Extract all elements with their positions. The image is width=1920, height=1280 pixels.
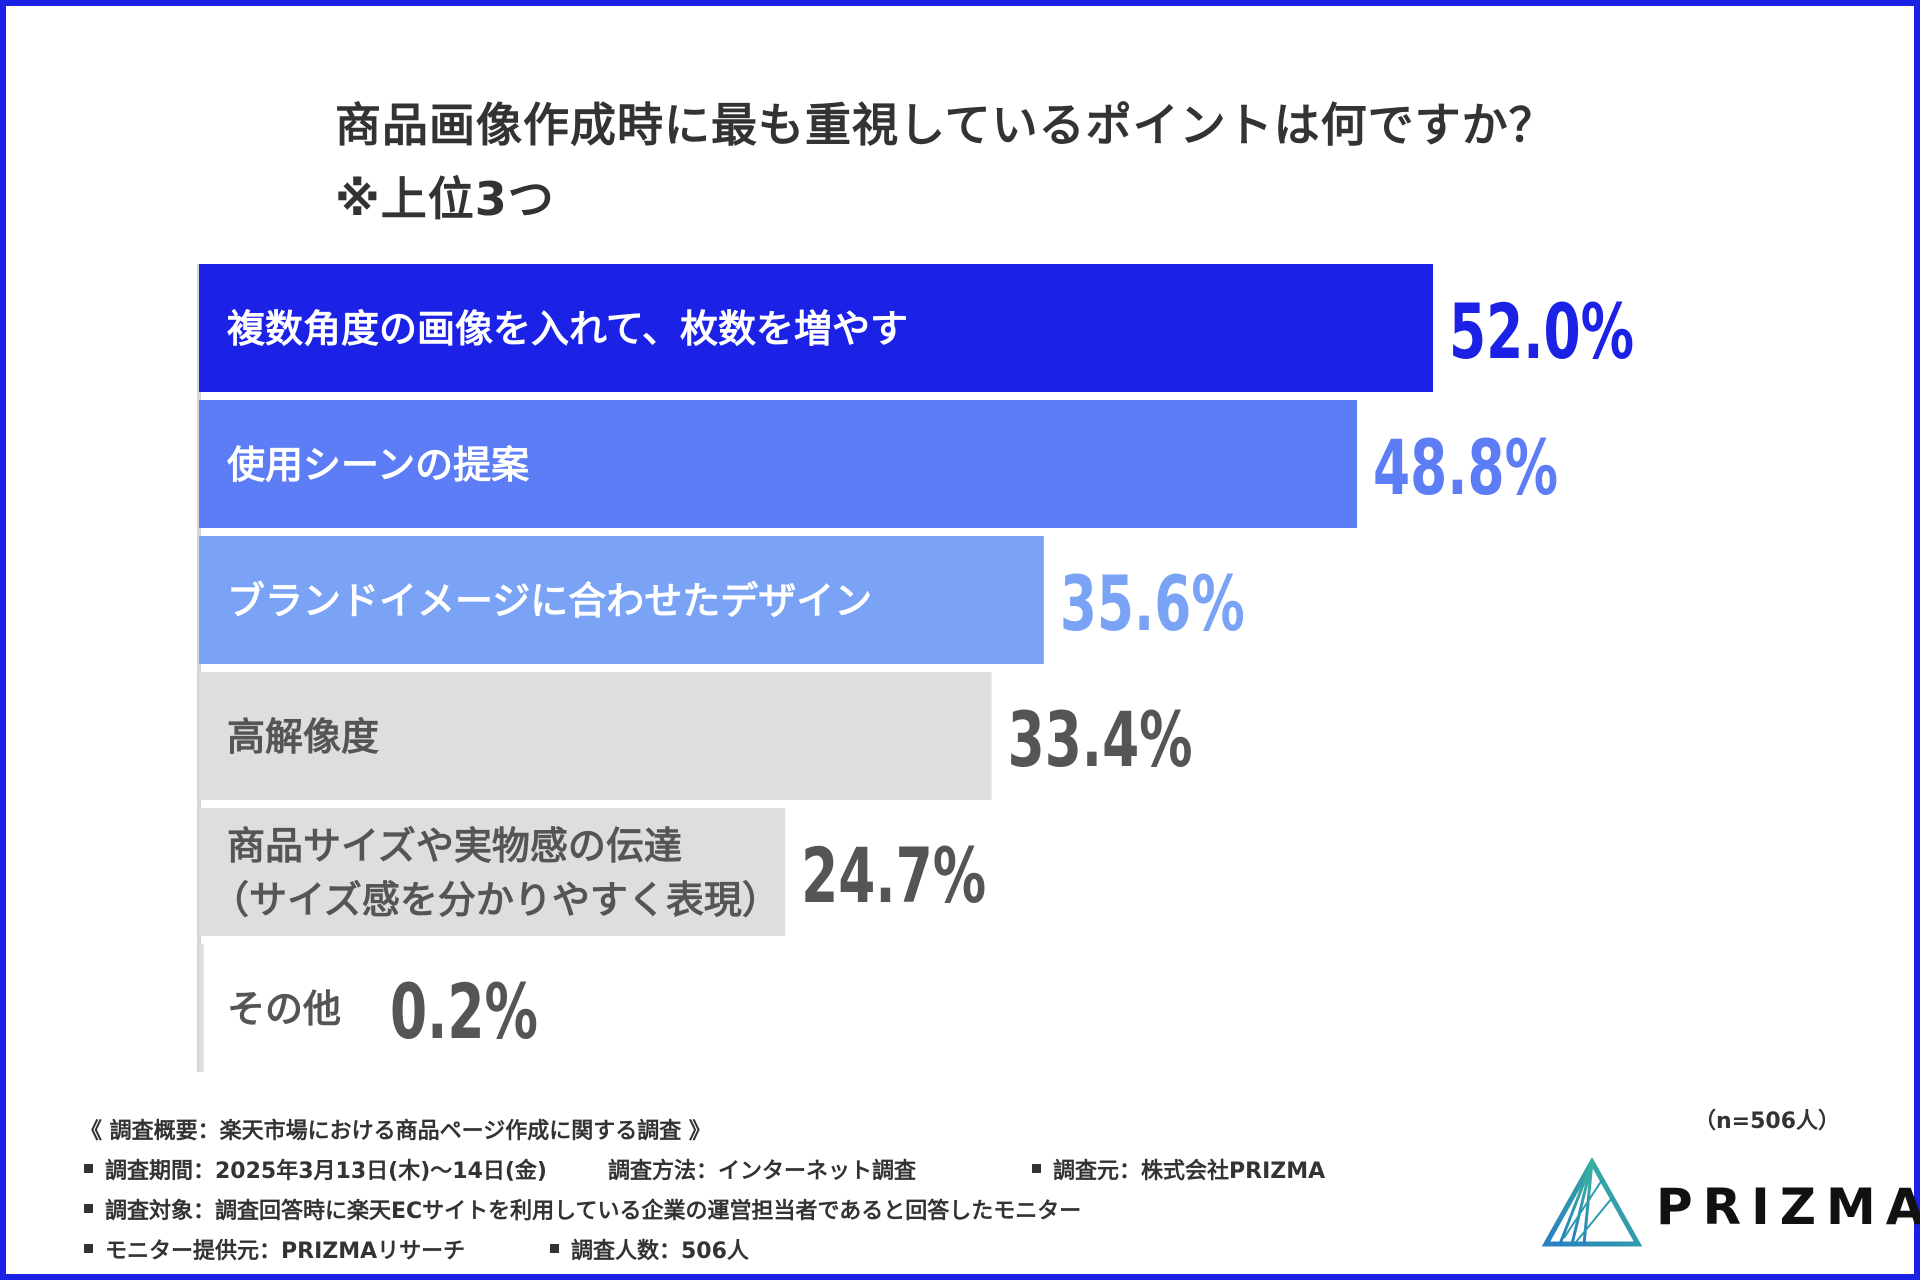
category-label-5: その他 xyxy=(227,987,341,1031)
category-label-3: 高解像度 xyxy=(227,715,379,759)
value-label-0: 52.0% xyxy=(1449,287,1634,376)
survey-notes: 《 調査概要：楽天市場における商品ページ作成に関する調査 》 調査期間：2025… xyxy=(80,1112,1325,1272)
category-label-0: 複数角度の画像を入れて、枚数を増やす xyxy=(227,307,908,351)
bullet-icon xyxy=(1032,1163,1041,1173)
value-label-4: 24.7% xyxy=(801,831,986,920)
bar-3 xyxy=(199,672,992,800)
bar-4 xyxy=(199,808,786,936)
category-label-2: ブランドイメージに合わせたデザイン xyxy=(227,579,872,623)
bar-0 xyxy=(199,264,1433,392)
logo-text: PRIZMA xyxy=(1656,1178,1920,1236)
value-label-3: 33.4% xyxy=(1008,695,1193,784)
prism-triangle-logo-icon xyxy=(1542,1158,1642,1247)
notes-source: 調査元：株式会社PRIZMA xyxy=(1053,1159,1326,1184)
bar-1 xyxy=(199,400,1358,528)
notes-method: 調査方法：インターネット調査 xyxy=(608,1159,917,1184)
notes-count: 調査人数：506人 xyxy=(571,1239,749,1264)
title-line-2: ※上位3つ xyxy=(335,172,555,226)
chart-title: 商品画像作成時に最も重視しているポイントは何ですか？ ※上位3つ xyxy=(335,88,1556,236)
bullet-icon xyxy=(84,1163,93,1173)
bullet-icon xyxy=(84,1203,93,1213)
value-label-1: 48.8% xyxy=(1373,423,1558,512)
value-label-2: 35.6% xyxy=(1060,559,1245,648)
notes-provider: モニター提供元：PRIZMAリサーチ xyxy=(105,1239,466,1264)
bullet-icon xyxy=(84,1243,93,1253)
title-line-1: 商品画像作成時に最も重視しているポイントは何ですか？ xyxy=(335,98,1556,152)
bar-2 xyxy=(199,536,1044,664)
notes-target: 調査対象：調査回答時に楽天ECサイトを利用している企業の運営担当者であると回答し… xyxy=(105,1199,1082,1224)
notes-header: 《 調査概要：楽天市場における商品ページ作成に関する調査 》 xyxy=(80,1119,711,1144)
bullet-icon xyxy=(550,1243,559,1253)
sample-size: （n=506人） xyxy=(1694,1109,1841,1134)
value-label-5: 0.2% xyxy=(390,967,538,1056)
notes-period: 調査期間：2025年3月13日(木)〜14日(金) xyxy=(105,1159,547,1184)
category-label-1: 使用シーンの提案 xyxy=(227,443,530,487)
bar-5 xyxy=(199,944,204,1072)
category-label-4: 商品サイズや実物感の伝達（サイズ感を分かりやすく表現） xyxy=(211,824,780,922)
